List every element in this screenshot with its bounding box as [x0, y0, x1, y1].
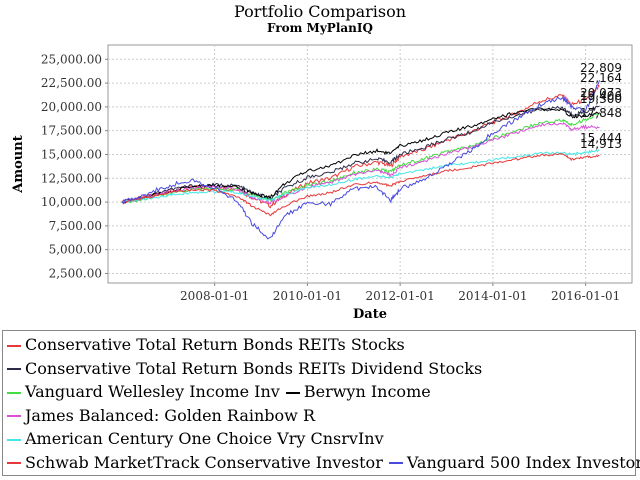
x-tick-label: 2008-01-01 [180, 289, 249, 303]
legend-swatch [7, 368, 21, 370]
legend: Conservative Total Return Bonds REITs St… [2, 330, 640, 476]
legend-row: Schwab MarketTrack Conservative Investor… [7, 451, 640, 475]
end-value-label: 17,848 [580, 106, 622, 120]
y-tick-label: 7,500.00 [49, 219, 102, 233]
end-value-label: 22,809 [580, 61, 622, 75]
series-line [121, 107, 600, 203]
series-line [121, 122, 600, 205]
legend-label: Schwab MarketTrack Conservative Investor [25, 452, 383, 472]
legend-item: Schwab MarketTrack Conservative Investor [7, 451, 383, 475]
legend-item: Berwyn Income [285, 380, 431, 404]
legend-item: Conservative Total Return Bonds REITs Di… [7, 357, 482, 381]
x-tick-label: 2012-01-01 [366, 289, 435, 303]
y-tick-label: 15,000.00 [41, 147, 102, 161]
legend-label: Conservative Total Return Bonds REITs Di… [25, 358, 483, 378]
series-line [121, 149, 600, 204]
y-tick-label: 12,500.00 [41, 171, 102, 185]
y-tick-label: 2,500.00 [49, 266, 102, 280]
series-line [121, 79, 600, 240]
chart-subtitle: From MyPlanIQ [267, 21, 373, 35]
legend-swatch [285, 391, 300, 394]
end-value-label: 20,073 [580, 86, 622, 100]
legend-item: Vanguard 500 Index Investor [388, 451, 640, 475]
series-line [121, 105, 600, 204]
legend-item: Conservative Total Return Bonds REITs St… [7, 333, 405, 357]
y-tick-label: 5,000.00 [49, 243, 102, 257]
legend-swatch [7, 438, 21, 441]
legend-item: American Century One Choice Vry CnsrvInv [7, 427, 384, 451]
legend-swatch [388, 462, 403, 464]
legend-row: Vanguard Wellesley Income Inv Berwyn Inco… [7, 380, 631, 404]
y-axis-label: Amount [11, 135, 26, 193]
y-tick-label: 25,000.00 [41, 52, 102, 66]
y-tick-label: 10,000.00 [41, 195, 102, 209]
end-value-label: 15,444 [580, 131, 622, 145]
legend-item: Vanguard Wellesley Income Inv [7, 380, 280, 404]
legend-row: American Century One Choice Vry CnsrvInv [7, 427, 631, 451]
legend-row: Conservative Total Return Bonds REITs Di… [7, 357, 631, 381]
legend-label: American Century One Choice Vry CnsrvInv [25, 429, 384, 448]
legend-label: Vanguard Wellesley Income Inv [25, 382, 280, 401]
legend-row: James Balanced: Golden Rainbow R [7, 404, 631, 428]
legend-swatch [7, 462, 21, 464]
legend-label: James Balanced: Golden Rainbow R [25, 405, 316, 425]
chart-title: Portfolio Comparison [233, 2, 407, 21]
end-value-label: 22,164 [580, 71, 622, 85]
legend-swatch [7, 391, 21, 394]
legend-swatch [7, 415, 21, 417]
x-tick-label: 2016-01-01 [551, 289, 620, 303]
y-tick-label: 17,500.00 [41, 124, 102, 138]
legend-label: Berwyn Income [303, 382, 431, 401]
x-axis-label: Date [353, 307, 387, 322]
end-value-label: 19,300 [580, 92, 622, 106]
legend-swatch [7, 344, 21, 347]
series-line [121, 153, 600, 217]
legend-row: Conservative Total Return Bonds REITs St… [7, 333, 631, 357]
x-tick-label: 2010-01-01 [273, 289, 342, 303]
legend-item: James Balanced: Golden Rainbow R [7, 404, 315, 428]
y-tick-label: 22,500.00 [41, 76, 102, 90]
end-value-label: 14,913 [580, 137, 622, 151]
x-tick-label: 2014-01-01 [458, 289, 527, 303]
end-value-label: 19,406 [580, 89, 622, 103]
y-tick-label: 20,000.00 [41, 100, 102, 114]
legend-label: Vanguard 500 Index Investor [406, 452, 640, 472]
legend-label: Conservative Total Return Bonds REITs St… [25, 335, 405, 354]
